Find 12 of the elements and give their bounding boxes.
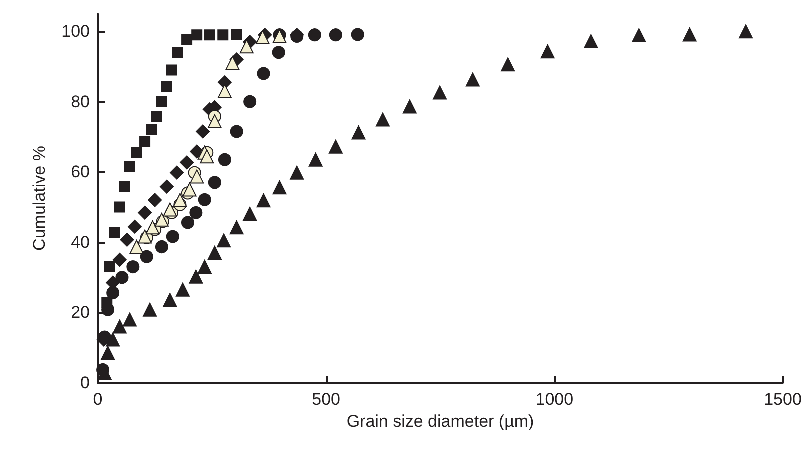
- x-tick-label: 1500: [764, 390, 802, 409]
- x-tick-label: 1000: [536, 390, 574, 409]
- y-tick-label: 0: [80, 374, 90, 392]
- y-tick-label: 80: [71, 92, 90, 112]
- y-axis-title: Cumulative %: [30, 146, 49, 251]
- y-tick-label: 100: [62, 22, 90, 42]
- x-tick-label: 0: [93, 390, 103, 409]
- x-axis-title: Grain size diameter (µm): [346, 412, 534, 431]
- y-tick-label: 40: [71, 232, 90, 252]
- x-tick-label: 500: [312, 390, 341, 409]
- y-tick-label: 20: [71, 303, 90, 322]
- y-tick-label: 60: [71, 162, 90, 182]
